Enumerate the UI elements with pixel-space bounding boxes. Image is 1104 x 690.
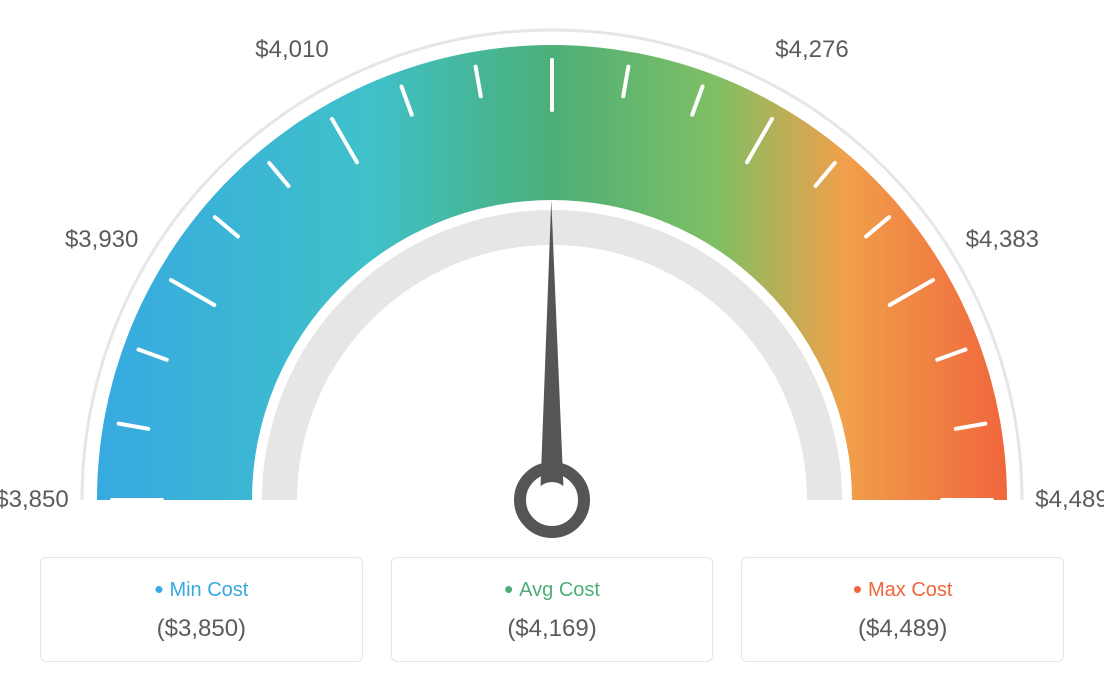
gauge-svg [0, 0, 1104, 560]
gauge-tick-label: $4,489 [1035, 486, 1104, 514]
cost-cards: • Min Cost ($3,850) • Avg Cost ($4,169) • M… [40, 557, 1064, 662]
max-cost-label: Max Cost [868, 579, 952, 601]
max-dot-icon: • [853, 574, 862, 604]
avg-dot-icon: • [504, 574, 513, 604]
gauge-tick-label: $4,010 [255, 36, 328, 64]
max-cost-header: • Max Cost [742, 574, 1063, 605]
max-cost-card: • Max Cost ($4,489) [741, 557, 1064, 662]
gauge-tick-label: $4,276 [775, 36, 848, 64]
gauge-tick-label: $4,383 [966, 226, 1039, 254]
max-cost-value: ($4,489) [742, 615, 1063, 643]
min-cost-header: • Min Cost [41, 574, 362, 605]
avg-cost-card: • Avg Cost ($4,169) [391, 557, 714, 662]
min-cost-label: Min Cost [169, 579, 248, 601]
min-cost-card: • Min Cost ($3,850) [40, 557, 363, 662]
min-cost-value: ($3,850) [41, 615, 362, 643]
avg-cost-header: • Avg Cost [392, 574, 713, 605]
min-dot-icon: • [154, 574, 163, 604]
gauge: $3,850$3,930$4,010$4,169$4,276$4,383$4,4… [0, 0, 1104, 560]
gauge-tick-label: $3,850 [0, 486, 69, 514]
gauge-tick-label: $3,930 [65, 226, 138, 254]
avg-cost-value: ($4,169) [392, 615, 713, 643]
avg-cost-label: Avg Cost [519, 579, 600, 601]
